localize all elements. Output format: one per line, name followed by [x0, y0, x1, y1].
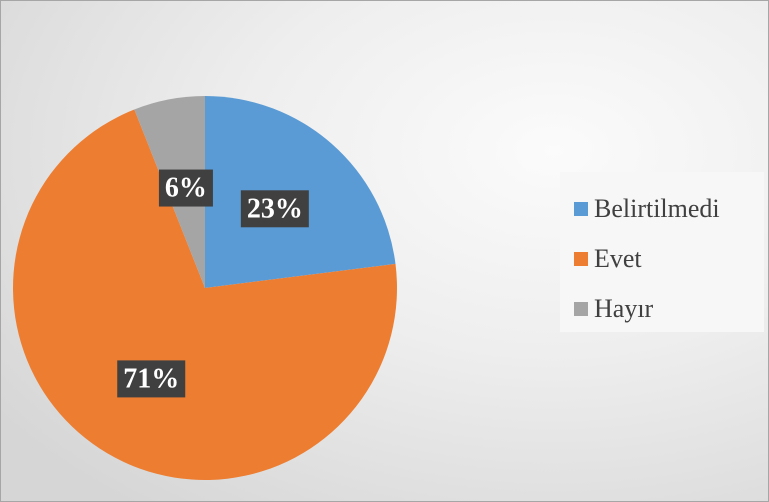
- data-label-box-hayir: [158, 169, 213, 207]
- legend-item-evet: Evet: [560, 234, 764, 284]
- data-label-hayir: 6%: [158, 169, 213, 207]
- legend-label-evet: Evet: [594, 244, 642, 273]
- data-label-box-belirtilmedi: [240, 190, 309, 228]
- legend-swatch-hayir: [574, 302, 588, 316]
- legend-label-belirtilmedi: Belirtilmedi: [594, 194, 720, 223]
- data-label-text-evet: 71%: [123, 363, 179, 394]
- legend-item-belirtilmedi: Belirtilmedi: [560, 184, 764, 234]
- chart-legend: Belirtilmedi Evet Hayır: [560, 172, 764, 332]
- data-label-box-evet: [117, 360, 186, 398]
- data-label-belirtilmedi: 23%: [240, 190, 309, 228]
- legend-swatch-evet: [574, 252, 588, 266]
- data-label-evet: 71%: [117, 360, 186, 398]
- pie-slice-evet: [12, 109, 397, 481]
- data-label-text-hayir: 6%: [165, 173, 207, 204]
- legend-swatch-belirtilmedi: [574, 202, 588, 216]
- legend-label-hayir: Hayır: [594, 294, 654, 323]
- data-label-text-belirtilmedi: 23%: [247, 193, 303, 224]
- legend-item-hayir: Hayır: [560, 284, 764, 334]
